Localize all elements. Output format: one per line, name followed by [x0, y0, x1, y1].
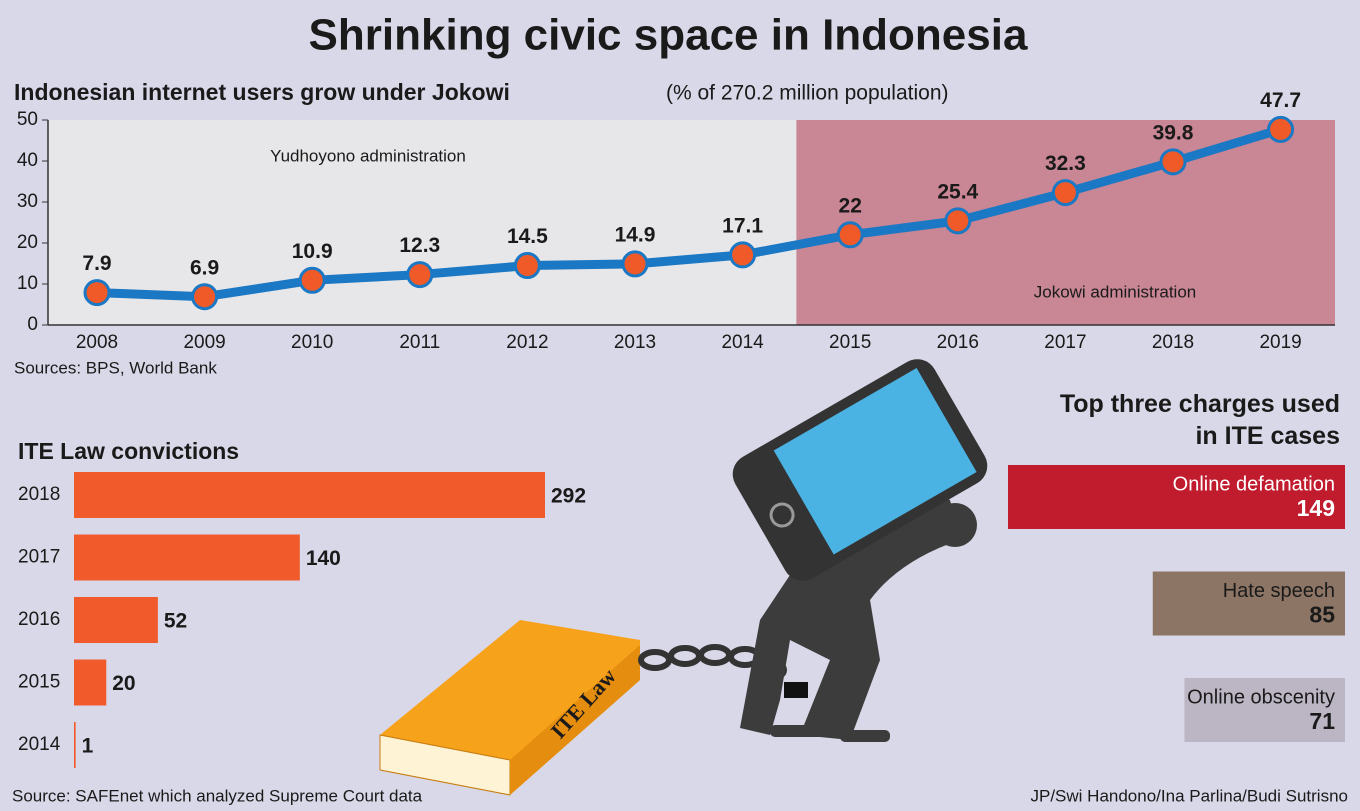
point — [729, 241, 757, 269]
point — [191, 283, 219, 311]
value-label: 85 — [1309, 602, 1335, 628]
category-label: 2015 — [18, 672, 60, 693]
point — [83, 279, 111, 307]
line — [96, 125, 1282, 302]
value-label: 292 — [551, 485, 586, 508]
region — [48, 120, 797, 325]
bar — [74, 659, 107, 706]
x-tick-label: 2016 — [937, 332, 979, 353]
category-label: Online defamation — [1173, 473, 1335, 495]
y-tick-label: 0 — [27, 314, 38, 335]
x-tick-label: 2012 — [506, 332, 548, 353]
category-label: 2016 — [18, 609, 60, 630]
chart-title: ITE Law convictions — [18, 438, 239, 464]
chart-title: Indonesian internet users grow under Jok… — [14, 79, 510, 105]
value-label: 47.7 — [1260, 89, 1301, 112]
x-tick-label: 2018 — [1152, 332, 1194, 353]
point — [1051, 179, 1079, 207]
category-label: Online obscenity — [1187, 686, 1335, 708]
person — [740, 492, 977, 742]
chart-subtitle: (% of 270.2 million population) — [666, 82, 949, 105]
point — [621, 250, 649, 278]
source: Source: SAFEnet which analyzed Supreme C… — [12, 786, 423, 805]
value-label: 71 — [1309, 708, 1335, 734]
value-label: 17.1 — [722, 214, 763, 237]
value-label: 12.3 — [399, 234, 440, 257]
value-label: 22 — [839, 194, 862, 217]
y-tick-label: 40 — [17, 150, 38, 171]
x-tick-label: 2015 — [829, 332, 871, 353]
value-label: 32.3 — [1045, 152, 1086, 175]
value-label: 10.9 — [292, 240, 333, 263]
book-spine — [510, 645, 640, 795]
value-label: 25.4 — [937, 180, 978, 203]
page-title: Shrinking civic space in Indonesia — [309, 11, 1028, 60]
bar — [74, 597, 158, 643]
x-tick-label: 2019 — [1259, 332, 1301, 353]
value-label: 1 — [82, 735, 94, 758]
point — [298, 266, 326, 294]
chart-title: Top three charges used in ITE cases — [1059, 390, 1340, 450]
x-tick-label: 2014 — [721, 332, 764, 353]
category-label: 2018 — [18, 484, 60, 505]
point — [513, 252, 541, 280]
x-tick-label: 2013 — [614, 332, 656, 353]
value-label: 14.5 — [507, 225, 548, 248]
value-label: 6.9 — [190, 256, 219, 279]
value-label: 14.9 — [615, 223, 656, 246]
x-tick-label: 2010 — [291, 332, 333, 353]
bar — [74, 472, 545, 518]
y-tick-label: 20 — [17, 232, 38, 253]
y-tick-label: 50 — [17, 109, 38, 130]
source: Sources: BPS, World Bank — [14, 358, 217, 377]
x-tick-label: 2008 — [76, 332, 118, 353]
x-tick-label: 2017 — [1044, 332, 1086, 353]
y-tick-label: 10 — [17, 273, 38, 294]
category-label: Hate speech — [1223, 580, 1335, 602]
value-label: 140 — [306, 547, 341, 570]
bar — [1152, 571, 1345, 636]
region-label: Jokowi administration — [1034, 282, 1197, 301]
value-label: 20 — [112, 672, 135, 695]
point — [1267, 115, 1295, 143]
bar — [74, 722, 76, 768]
shackle — [784, 682, 808, 698]
region-label: Yudhoyono administration — [270, 146, 466, 165]
point — [406, 261, 434, 289]
y-tick-label: 30 — [17, 191, 38, 212]
x-tick-label: 2009 — [183, 332, 225, 353]
value-label: 39.8 — [1153, 121, 1194, 144]
phone — [732, 359, 988, 581]
value-label: 7.9 — [82, 252, 111, 275]
value-label: 149 — [1297, 495, 1335, 521]
bar — [1008, 465, 1345, 529]
point — [944, 207, 972, 235]
region — [796, 120, 1335, 325]
bar — [74, 534, 300, 581]
point — [836, 221, 864, 249]
value-label: 52 — [164, 610, 187, 633]
bar — [1184, 678, 1345, 742]
illustration: ITE Law — [379, 359, 988, 796]
category-label: 2014 — [18, 734, 61, 755]
x-tick-label: 2011 — [399, 332, 440, 353]
chart-title-box: Top three charges used in ITE cases — [1059, 390, 1340, 450]
credit: JP/Swi Handono/Ina Parlina/Budi Sutrisno — [1030, 786, 1348, 805]
category-label: 2017 — [18, 547, 60, 568]
point — [1159, 148, 1187, 176]
